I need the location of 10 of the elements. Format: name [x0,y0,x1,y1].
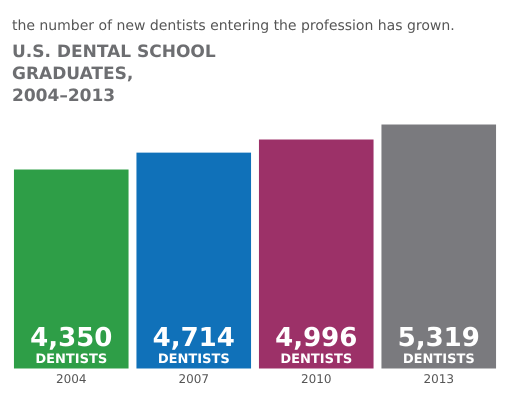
data-label: 5,319 DENTISTS [398,323,480,367]
data-label: 4,714 DENTISTS [152,323,235,367]
x-tick-label: 2010 [300,372,332,386]
x-tick-label: 2013 [423,372,454,386]
x-tick-label: 2007 [178,372,210,386]
data-label: 4,350 DENTISTS [30,323,112,367]
data-label: 4,996 DENTISTS [275,323,358,367]
chart-subtitle: the number of new dentists entering the profession has grown. [12,18,455,34]
chart-title: U.S. DENTAL SCHOOL GRADUATES, 2004–2013 [12,42,216,106]
x-tick-label: 2004 [56,372,87,386]
